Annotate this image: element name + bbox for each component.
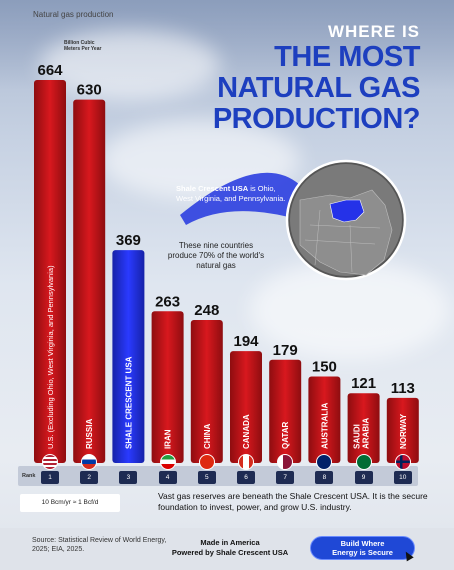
- bar-10: [386, 397, 419, 463]
- cloud-decoration: [40, 30, 220, 100]
- category-label-2: RUSSIA: [85, 419, 94, 449]
- title-small: WHERE IS: [327, 22, 420, 41]
- callout-text: is Ohio, West Virginia, and Pennsylvania…: [176, 184, 286, 203]
- share-note: These nine countries produce 70% of the …: [167, 241, 265, 270]
- title-line-3: PRODUCTION?: [212, 103, 421, 135]
- bar-4: [151, 311, 184, 463]
- value-label-9: 121: [351, 375, 376, 392]
- value-label-8: 150: [312, 358, 337, 375]
- value-label-10: 113: [391, 380, 415, 397]
- title-line-1: THE MOST: [274, 41, 420, 73]
- made-line-1: Made in America: [200, 538, 260, 547]
- cta-line-1: Build Where: [340, 539, 385, 548]
- rank-badge-2: 2: [80, 471, 99, 484]
- cta-line-2: Energy is Secure: [332, 547, 393, 557]
- rank-badge-7: 7: [276, 471, 295, 484]
- category-label-9: SAUDIARABIA: [353, 418, 371, 449]
- title-line-2: NATURAL GAS: [217, 72, 420, 104]
- category-label-10: NORWAY: [399, 413, 408, 449]
- shale-crescent-callout: Shale Crescent USA is Ohio, West Virgini…: [176, 184, 288, 204]
- category-label-3: SHALE CRESCENT USA: [124, 356, 133, 449]
- rank-badge-1: 1: [41, 471, 59, 484]
- category-label-8: AUSTRALIA: [320, 403, 329, 449]
- rank-badge-9: 9: [354, 471, 373, 484]
- rank-badge-5: 5: [197, 471, 216, 484]
- norway-flag-icon: [394, 454, 411, 470]
- made-line-2: Powered by Shale Crescent USA: [171, 547, 289, 557]
- reserves-note: Vast gas reserves are beneath the Shale …: [158, 491, 428, 512]
- source-note: Source: Statistical Review of World Ener…: [32, 537, 167, 553]
- qatar-flag-icon: [277, 454, 294, 470]
- chart-title: WHERE IS THE MOST NATURAL GAS PRODUCTION…: [212, 22, 421, 135]
- series-label: Natural gas production: [33, 10, 114, 19]
- made-in-america: Made in America Powered by Shale Crescen…: [156, 538, 304, 557]
- bar-9: [347, 393, 380, 463]
- value-label-3: 369: [116, 232, 141, 249]
- shale-crescent-map: [180, 159, 407, 281]
- category-label-1: U.S. (Excluding Ohio, West Virginia, and…: [46, 265, 55, 449]
- rank-badge-6: 6: [237, 471, 255, 484]
- value-label-4: 263: [155, 293, 180, 310]
- iran-flag-icon: [159, 454, 176, 470]
- value-label-7: 179: [273, 342, 298, 359]
- conversion-note: 10 Bcm/yr ≈ 1 Bcf/d: [20, 494, 120, 512]
- value-label-6: 194: [233, 333, 259, 350]
- build-where-button[interactable]: Build Where Energy is Secure: [310, 536, 415, 560]
- category-label-4: IRAN: [164, 429, 173, 449]
- unit-label: Billion Cubic Meters Per Year: [64, 40, 102, 52]
- rank-badge-10: 10: [393, 471, 412, 484]
- category-label-6: CANADA: [242, 414, 251, 449]
- bar-5: [190, 319, 223, 463]
- australia-flag-icon: [316, 454, 333, 470]
- value-label-2: 630: [77, 82, 102, 99]
- rank-badge-4: 4: [158, 471, 177, 484]
- bar-2: [73, 99, 106, 463]
- saudi-arabia-flag-icon: [355, 454, 372, 470]
- value-label-1: 664: [37, 62, 63, 79]
- callout-name: Shale Crescent USA: [176, 184, 249, 193]
- rank-badge-3: 3: [119, 471, 138, 484]
- category-label-5: CHINA: [203, 423, 212, 449]
- china-flag-icon: [198, 454, 215, 470]
- category-label-7: QATAR: [281, 422, 290, 449]
- bar-8: [308, 376, 341, 463]
- rank-badge-8: 8: [315, 471, 334, 484]
- bar-7: [269, 359, 302, 463]
- russia-flag-icon: [81, 454, 98, 470]
- value-label-5: 248: [194, 302, 219, 319]
- canada-flag-icon: [238, 454, 254, 470]
- bar-6: [230, 351, 262, 463]
- us-flag-icon: [42, 454, 58, 470]
- bar-1: [34, 80, 66, 463]
- bar-3: [112, 250, 145, 463]
- rank-label: Rank: [22, 473, 36, 479]
